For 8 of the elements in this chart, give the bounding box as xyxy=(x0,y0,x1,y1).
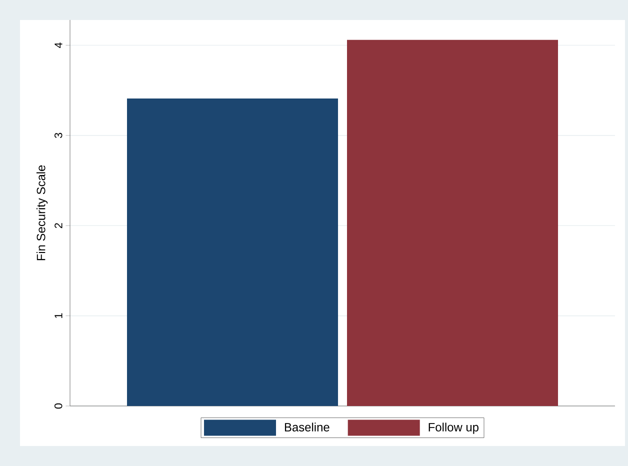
series-label: Baseline xyxy=(284,422,330,432)
y-tick-label: 1 xyxy=(54,313,62,318)
y-tick-label: 4 xyxy=(54,42,62,48)
y-tick-label: 2 xyxy=(54,223,62,228)
y-tick-label: 0 xyxy=(54,403,62,409)
y-tick-label: 3 xyxy=(54,132,62,138)
series-label: Follow up xyxy=(428,422,478,434)
y-axis-title: Fin Security Scale xyxy=(36,165,48,260)
